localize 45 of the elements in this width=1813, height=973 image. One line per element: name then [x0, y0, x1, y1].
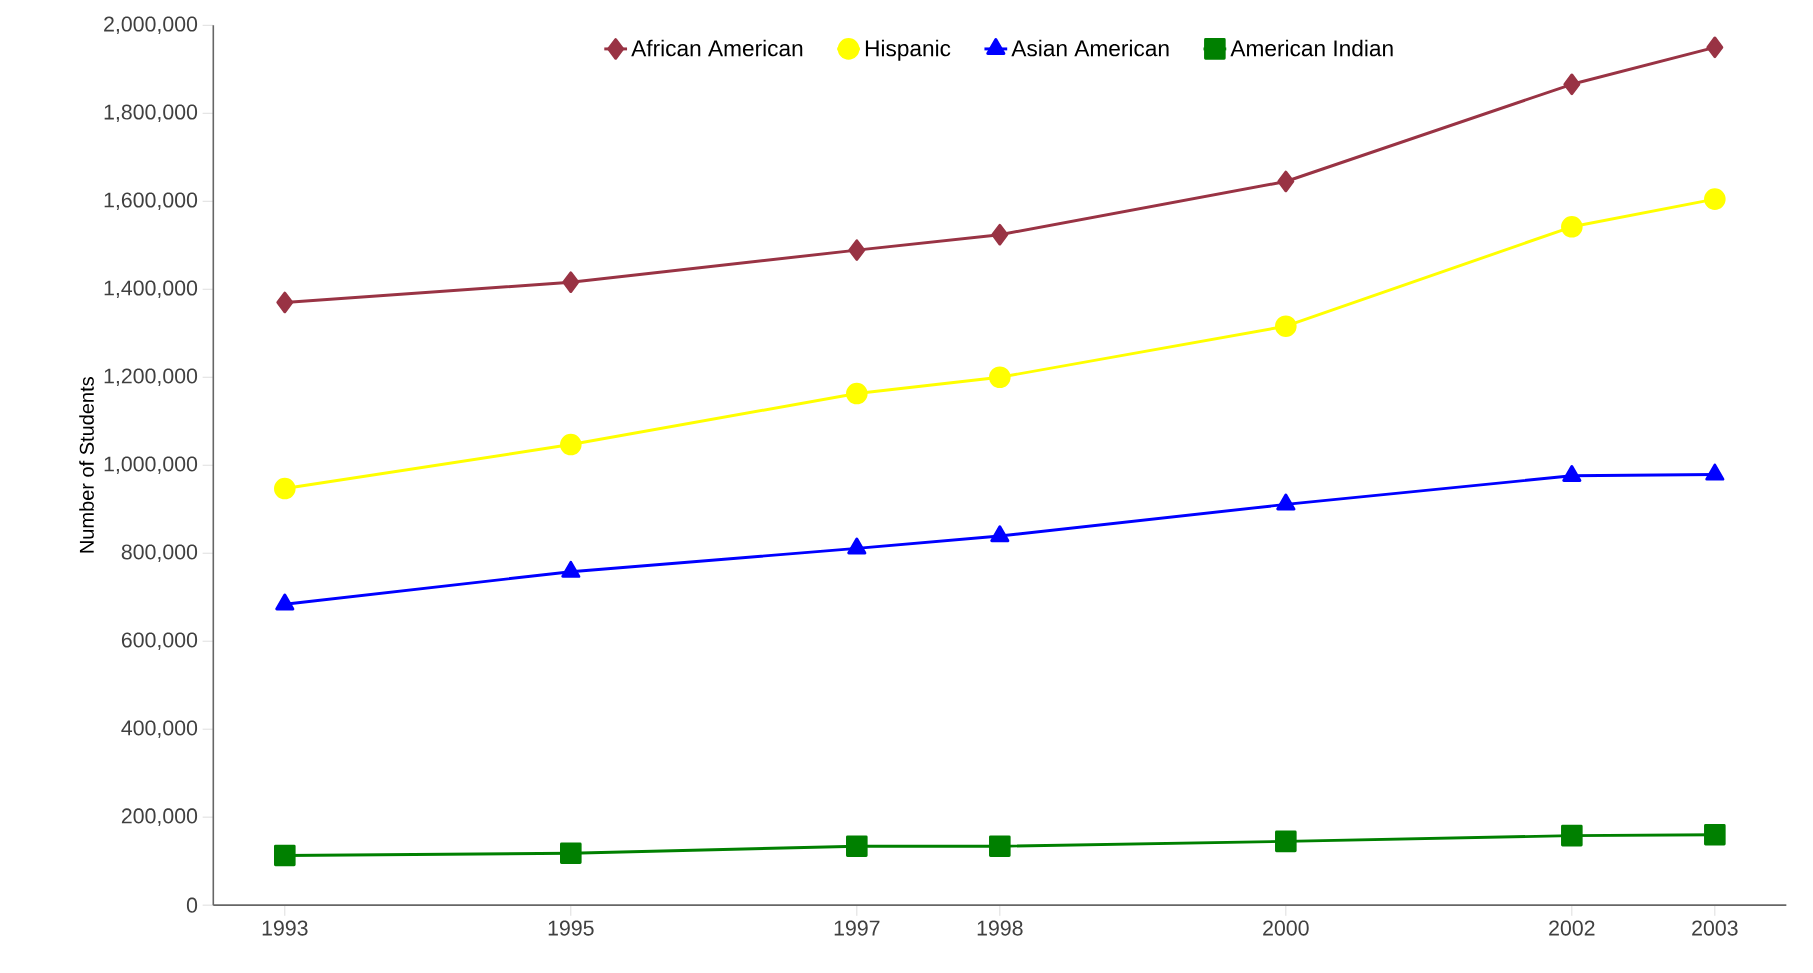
point [989, 835, 1011, 857]
point [991, 223, 1009, 246]
y-tick-label: 1,800,000 [104, 104, 198, 123]
point [846, 835, 868, 857]
y-tick-label: 1,600,000 [104, 192, 198, 211]
point [276, 291, 294, 314]
y-tick-label: 2,000,000 [104, 16, 198, 35]
point [990, 525, 1010, 543]
x-tick-label: 1997 [834, 920, 880, 936]
point [1704, 188, 1726, 210]
point [1706, 36, 1724, 59]
point [1563, 73, 1581, 95]
legend-label: American Indian [1230, 39, 1393, 57]
point [274, 844, 296, 867]
x-tick-label: 1998 [977, 920, 1023, 936]
point [560, 842, 582, 864]
point [274, 477, 296, 500]
point [1561, 824, 1583, 847]
y-tick-label: 400,000 [121, 720, 198, 738]
point [1277, 170, 1295, 193]
y-tick-label: 1,200,000 [104, 368, 198, 386]
legend-label: African American [631, 39, 803, 57]
x-tick-label: 2000 [1263, 920, 1309, 936]
y-axis-title: Number of Students [79, 377, 94, 553]
point [846, 382, 868, 405]
x-tick-label: 2002 [1549, 920, 1595, 936]
legend-label: Hispanic [865, 39, 951, 61]
point [1275, 830, 1297, 853]
point [562, 271, 580, 293]
point [1704, 823, 1726, 846]
point [1561, 215, 1583, 238]
point [1275, 315, 1297, 337]
point [848, 239, 866, 261]
x-tick-label: 2003 [1692, 920, 1738, 936]
y-tick-label: 1,000,000 [104, 456, 198, 474]
y-tick-label: 800,000 [121, 544, 198, 562]
y-tick-label: 0 [186, 897, 198, 913]
y-tick-label: 600,000 [121, 632, 198, 650]
legend-label: Asian American [1011, 39, 1169, 57]
point [560, 433, 582, 456]
x-tick-label: 1993 [262, 920, 308, 936]
y-tick-label: 1,400,000 [104, 280, 198, 298]
point [989, 366, 1011, 388]
x-tick-label: 1995 [548, 920, 594, 936]
y-tick-label: 200,000 [121, 808, 198, 826]
